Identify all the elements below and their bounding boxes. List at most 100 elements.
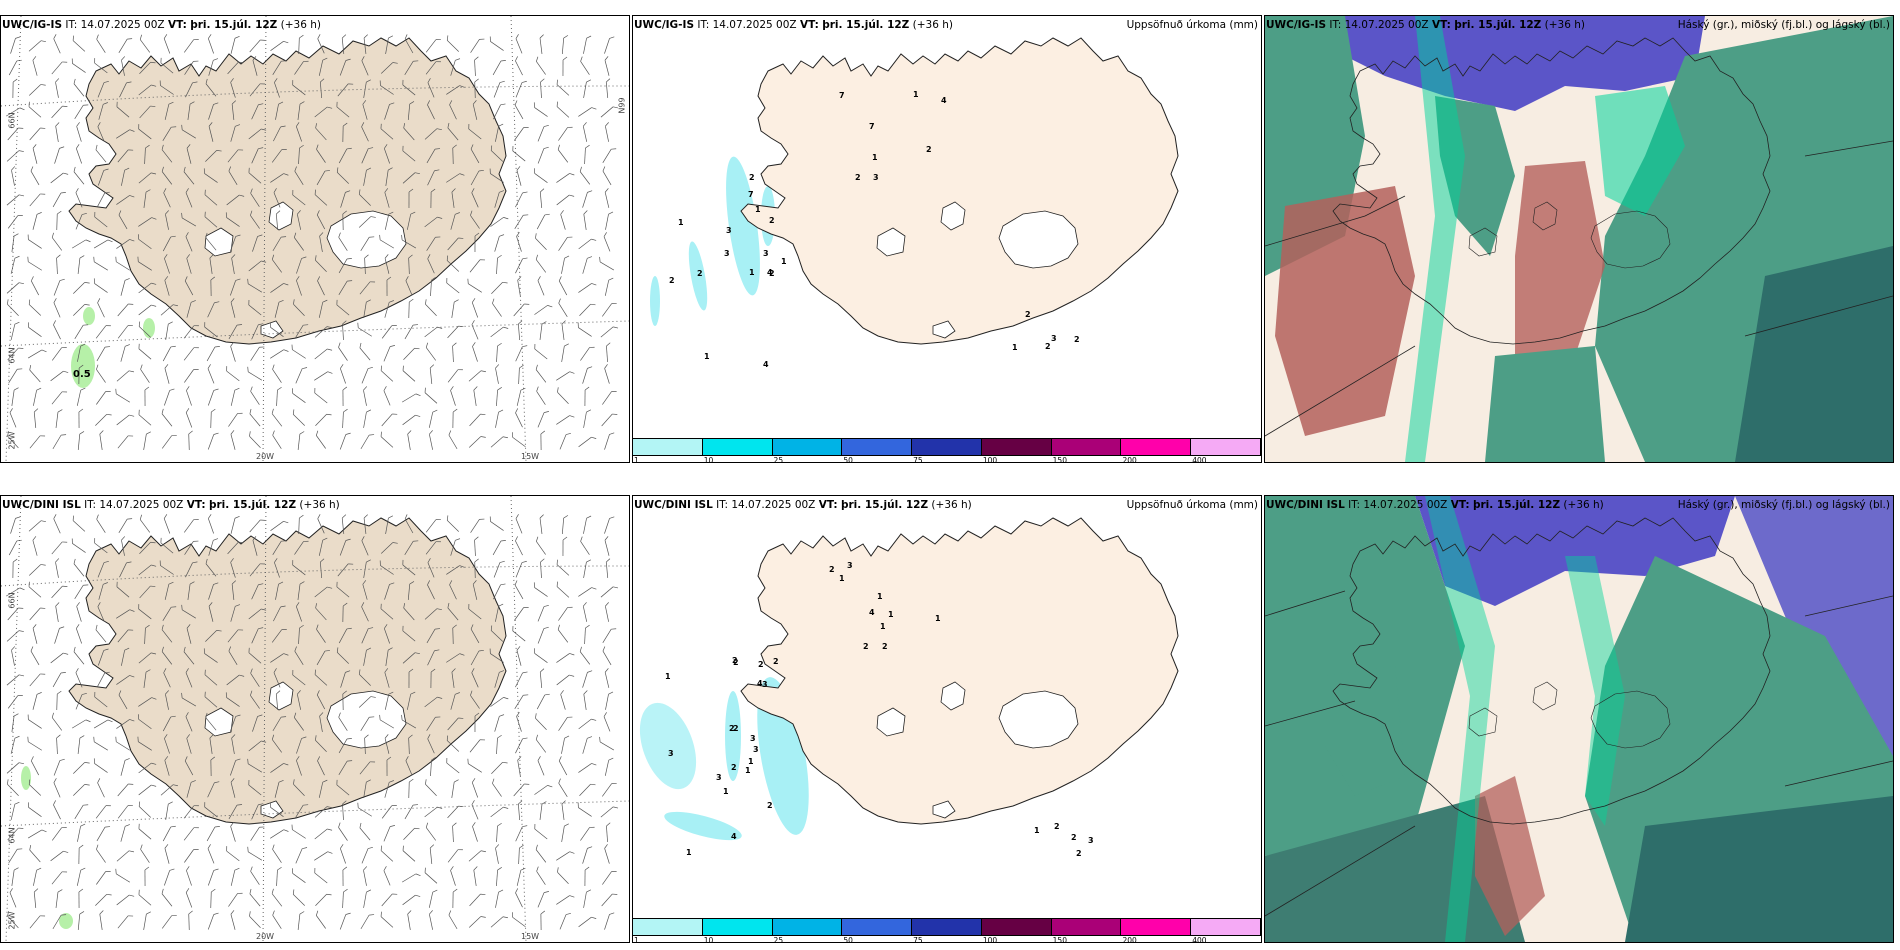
wind-barb <box>120 824 130 842</box>
wind-barb <box>73 282 90 294</box>
wind-barb <box>600 586 619 598</box>
wind-barb <box>93 736 108 751</box>
wind-barb <box>163 514 171 534</box>
wind-barb <box>183 805 199 819</box>
wind-barb <box>451 779 459 798</box>
wind-barb <box>430 188 436 209</box>
precip-value-label: 3 <box>1051 334 1057 343</box>
wind-barb <box>452 342 457 363</box>
wind-barb <box>490 436 508 448</box>
wind-barb <box>515 825 528 842</box>
wind-barb <box>28 520 46 532</box>
wind-barb <box>579 166 591 185</box>
wind-barb <box>407 430 412 450</box>
wind-barb <box>275 581 284 600</box>
wind-barb <box>556 674 575 686</box>
wind-barb <box>579 783 596 797</box>
wind-barb <box>117 783 134 797</box>
colorbar-swatch <box>1191 919 1261 935</box>
wind-barb <box>427 169 440 186</box>
wind-barb <box>76 624 82 644</box>
wind-barb <box>8 848 23 863</box>
wind-barb <box>338 760 353 776</box>
wind-barb <box>495 409 504 428</box>
wind-barb <box>164 101 174 120</box>
wind-barb <box>602 871 617 885</box>
wind-barb <box>491 761 508 774</box>
wind-barb <box>379 560 394 575</box>
wind-barb <box>294 166 304 185</box>
wind-barb <box>336 101 350 118</box>
wind-barb <box>162 825 176 842</box>
wind-barb <box>602 628 617 643</box>
wind-barb <box>115 388 130 403</box>
wind-barb <box>164 388 175 406</box>
wind-barb <box>139 585 156 599</box>
wind-barb <box>402 79 416 96</box>
valid-time: þri. 15.júl. 12Z <box>1454 19 1542 31</box>
wind-barb <box>514 100 524 120</box>
wind-barb <box>298 34 304 55</box>
wind-barb <box>95 805 111 819</box>
wind-barb <box>539 668 545 688</box>
wind-barb <box>600 106 619 118</box>
wind-barb <box>362 100 368 120</box>
wind-barb <box>30 756 40 776</box>
wind-barb <box>273 605 286 622</box>
wind-barb <box>601 893 618 907</box>
wind-barb <box>360 434 375 450</box>
wind-barb <box>514 214 529 229</box>
wind-barb <box>577 802 592 817</box>
wind-barb <box>164 734 170 754</box>
wind-barb <box>363 889 372 908</box>
wind-barb <box>491 281 508 294</box>
wind-barb <box>274 558 280 578</box>
wind-barb <box>539 514 544 534</box>
wind-barb <box>56 734 61 755</box>
wind-barb <box>51 347 67 361</box>
wind-barb <box>181 604 197 619</box>
wind-barb <box>181 692 197 707</box>
wind-barb <box>186 300 196 318</box>
wind-barb <box>72 515 86 532</box>
wind-barb <box>164 844 170 864</box>
wind-barb <box>471 668 479 688</box>
wind-barb <box>226 846 240 862</box>
precip-value-label: 2 <box>769 269 775 278</box>
precip-value-label: 7 <box>839 91 845 100</box>
wind-barb <box>294 646 304 665</box>
wind-barb <box>52 434 67 450</box>
wind-barb <box>161 435 177 449</box>
colorbar-tick-label: 10 <box>703 936 714 943</box>
wind-barb <box>183 646 195 665</box>
wind-barb <box>494 670 505 688</box>
panel-header: UWC/DINI ISL IT: 14.07.2025 00Z VT: þri.… <box>1266 499 1890 513</box>
wind-barb <box>358 189 371 206</box>
wind-barb <box>314 867 328 884</box>
wind-barb <box>161 408 173 427</box>
wind-barb <box>515 888 523 908</box>
wind-barb <box>295 847 308 864</box>
wind-barb <box>138 889 152 906</box>
wind-barb <box>160 784 178 796</box>
wind-barb <box>512 432 526 448</box>
wind-barb <box>424 387 438 404</box>
wind-barb <box>140 364 150 383</box>
wind-barb <box>446 35 459 52</box>
wind-barb <box>272 844 282 863</box>
wind-barb <box>315 735 327 752</box>
wind-barb <box>33 408 39 428</box>
wind-barb <box>342 408 348 429</box>
wind-barb <box>163 34 171 54</box>
wind-barb <box>116 370 135 382</box>
wind-barb <box>583 515 592 534</box>
wind-barb <box>470 649 484 666</box>
wind-barb <box>424 608 442 620</box>
wind-barb <box>296 276 302 296</box>
wind-barb <box>272 364 282 383</box>
wind-barb <box>296 210 302 230</box>
wind-barb <box>97 602 105 622</box>
wind-barb <box>472 100 478 120</box>
wind-barb <box>95 144 107 163</box>
wind-barb <box>94 692 108 708</box>
